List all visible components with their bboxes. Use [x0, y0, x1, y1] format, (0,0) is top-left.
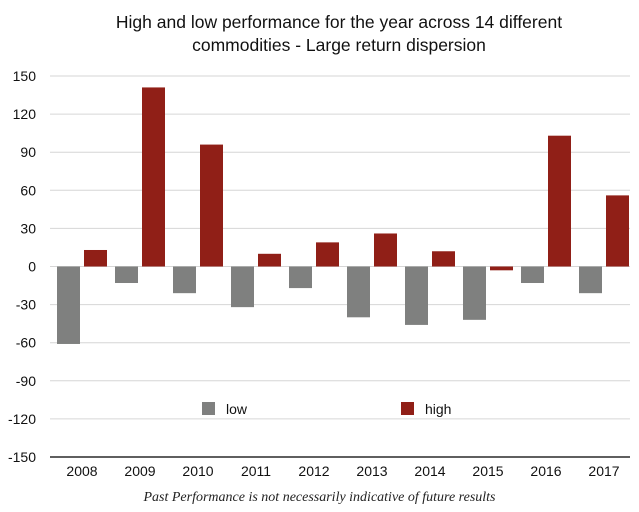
- bar-high-2016: [548, 135, 571, 267]
- x-tick-label: 2010: [182, 463, 213, 479]
- bar-chart: High and low performance for the year ac…: [8, 12, 630, 479]
- chart-title-line: High and low performance for the year ac…: [116, 12, 562, 32]
- legend-label-high: high: [425, 401, 451, 417]
- legend-label-low: low: [226, 401, 248, 417]
- bar-high-2011: [258, 253, 281, 267]
- x-tick-label: 2014: [414, 463, 445, 479]
- chart-title: High and low performance for the year ac…: [116, 12, 562, 55]
- x-tick-label: 2009: [124, 463, 155, 479]
- y-tick-label: 90: [20, 144, 36, 160]
- y-tick-label: -30: [16, 297, 36, 313]
- bar-low-2013: [347, 266, 370, 318]
- x-tick-label: 2015: [472, 463, 503, 479]
- x-tick-label: 2008: [66, 463, 97, 479]
- x-axis-ticks: 2008 2009 2010 2011 2012 2013 2014 2015 2016 2017: [66, 463, 619, 479]
- bar-high-2010: [200, 144, 223, 267]
- bar-low-2015: [463, 266, 486, 320]
- bar-high-2009: [142, 87, 165, 267]
- y-tick-label: 120: [13, 106, 37, 122]
- bar-high-2015: [490, 266, 513, 271]
- bar-high-2017: [606, 195, 629, 267]
- disclaimer-footnote: Past Performance is not necessarily indi…: [143, 490, 496, 505]
- legend-swatch-low: [202, 402, 215, 415]
- bar-high-2008: [84, 249, 107, 267]
- y-tick-label: -150: [8, 449, 36, 465]
- bar-low-2009: [115, 266, 138, 284]
- bar-low-2012: [289, 266, 312, 289]
- y-tick-label: -120: [8, 411, 36, 427]
- bar-high-2014: [432, 251, 455, 267]
- x-tick-label: 2011: [241, 463, 271, 479]
- y-axis-ticks: 150 120 90 60 30 0 -30 -60 -90 -120 -150: [8, 68, 36, 465]
- bar-low-2016: [521, 266, 544, 284]
- bar-high-2013: [374, 233, 397, 267]
- bar-low-2017: [579, 266, 602, 294]
- bar-low-2010: [173, 266, 196, 294]
- chart-title-line: commodities - Large return dispersion: [192, 35, 486, 55]
- x-tick-label: 2017: [588, 463, 619, 479]
- y-tick-label: -90: [16, 373, 36, 389]
- y-tick-label: -60: [16, 335, 36, 351]
- x-tick-label: 2012: [298, 463, 329, 479]
- bars: [57, 87, 629, 344]
- legend: low high: [202, 401, 451, 417]
- legend-swatch-high: [401, 402, 414, 415]
- y-tick-label: 150: [13, 68, 37, 84]
- bar-low-2008: [57, 266, 80, 344]
- y-tick-label: 0: [28, 259, 36, 275]
- bar-low-2011: [231, 266, 254, 308]
- x-tick-label: 2013: [356, 463, 387, 479]
- bar-low-2014: [405, 266, 428, 325]
- x-tick-label: 2016: [530, 463, 561, 479]
- bar-high-2012: [316, 242, 339, 267]
- y-tick-label: 60: [20, 182, 36, 198]
- y-tick-label: 30: [20, 220, 36, 236]
